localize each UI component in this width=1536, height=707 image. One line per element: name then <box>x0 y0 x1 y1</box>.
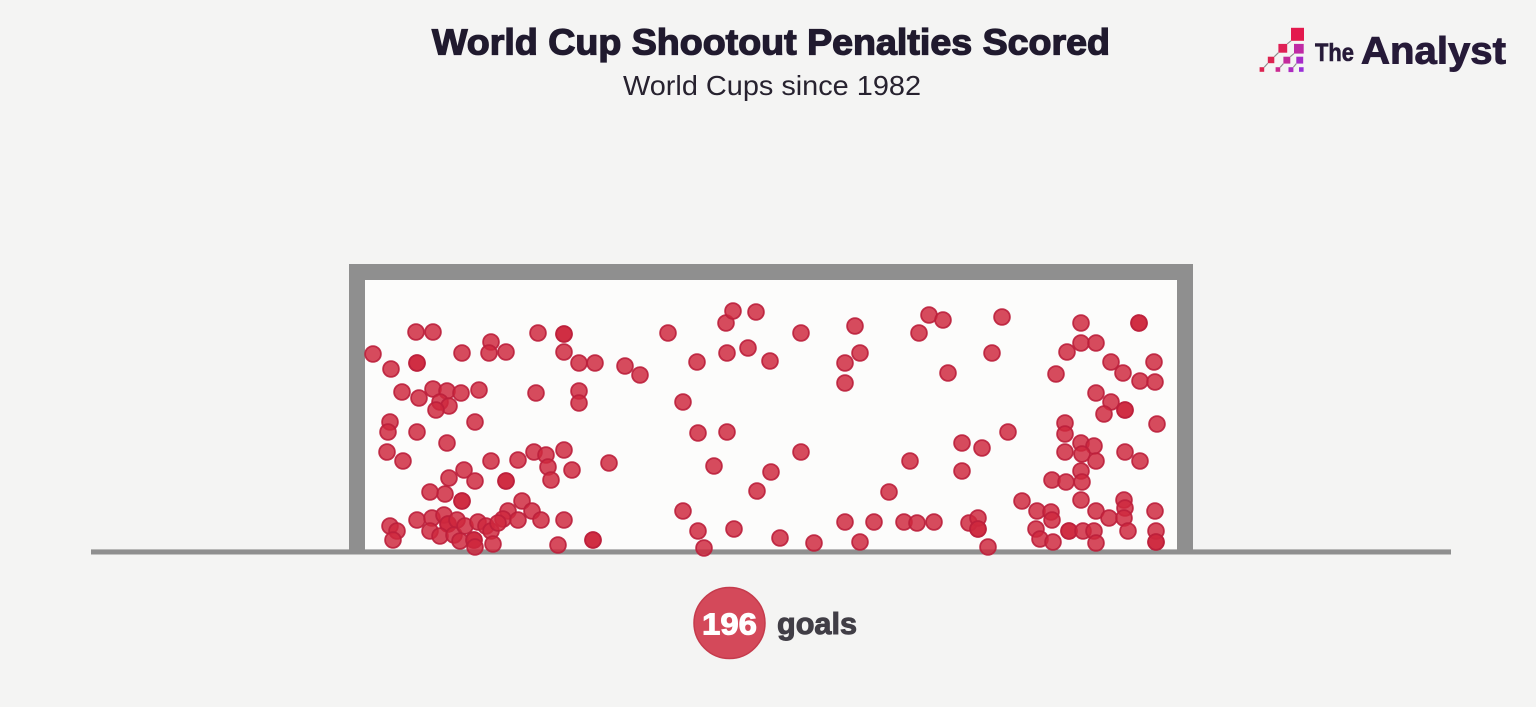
svg-text:World Cup Shootout Penalties S: World Cup Shootout Penalties Scored <box>432 22 1110 63</box>
svg-text:196: 196 <box>702 607 757 642</box>
svg-text:goals: goals <box>777 606 857 641</box>
svg-text:Analyst: Analyst <box>1361 31 1506 73</box>
svg-text:The: The <box>1315 39 1354 67</box>
svg-text:World Cups since 1982: World Cups since 1982 <box>623 70 921 101</box>
